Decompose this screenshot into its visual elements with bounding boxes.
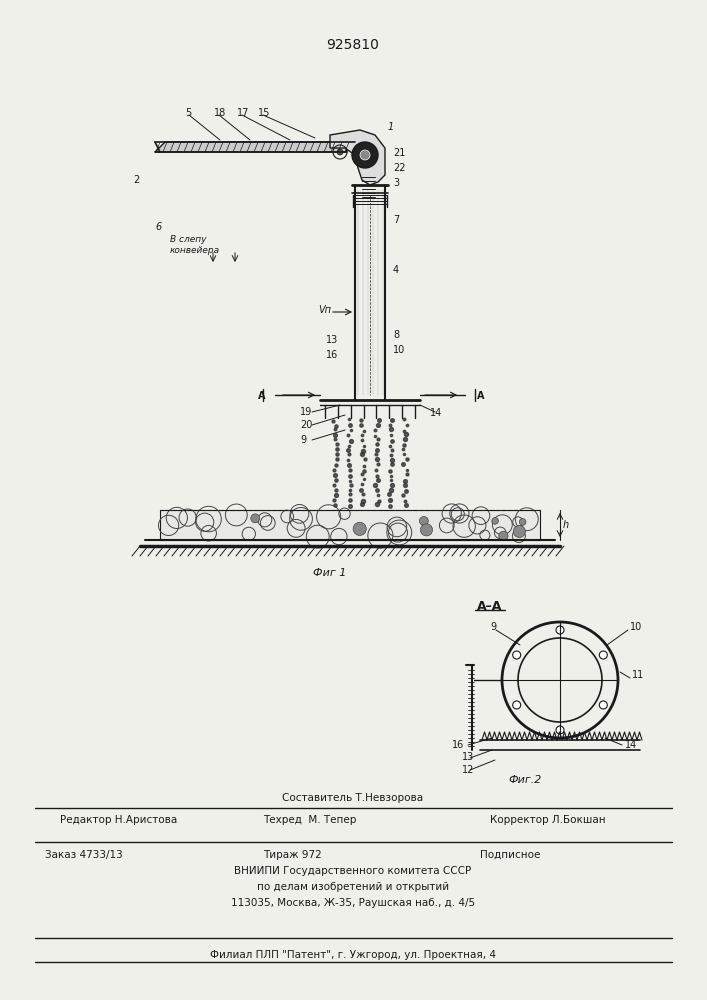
Polygon shape: [155, 142, 355, 152]
Circle shape: [352, 142, 378, 168]
Text: ВНИИПИ Государственного комитета СССР: ВНИИПИ Государственного комитета СССР: [235, 866, 472, 876]
Text: по делам изобретений и открытий: по делам изобретений и открытий: [257, 882, 449, 892]
Text: 19: 19: [300, 407, 312, 417]
Text: Филиал ПЛП "Патент", г. Ужгород, ул. Проектная, 4: Филиал ПЛП "Патент", г. Ужгород, ул. Про…: [210, 950, 496, 960]
Circle shape: [251, 514, 259, 523]
Text: 10: 10: [393, 345, 405, 355]
Text: 13: 13: [326, 335, 338, 345]
Text: A–A: A–A: [477, 600, 503, 613]
Text: 20: 20: [300, 420, 312, 430]
Text: 8: 8: [393, 330, 399, 340]
Circle shape: [354, 522, 366, 535]
Text: конвейера: конвейера: [170, 246, 220, 255]
Text: Техред  М. Тепер: Техред М. Тепер: [263, 815, 356, 825]
Circle shape: [513, 525, 525, 538]
Circle shape: [556, 726, 564, 734]
Text: 9: 9: [300, 435, 306, 445]
Text: 16: 16: [326, 350, 338, 360]
Text: 925810: 925810: [327, 38, 380, 52]
Text: Vп: Vп: [318, 305, 331, 315]
Text: 22: 22: [393, 163, 406, 173]
Text: 17: 17: [237, 108, 250, 118]
Text: 18: 18: [214, 108, 226, 118]
Text: 3: 3: [393, 178, 399, 188]
Text: 15: 15: [258, 108, 270, 118]
Circle shape: [513, 651, 520, 659]
Polygon shape: [160, 510, 540, 540]
Text: Заказ 4733/13: Заказ 4733/13: [45, 850, 123, 860]
Text: 14: 14: [430, 408, 443, 418]
Circle shape: [600, 651, 607, 659]
Text: 113035, Москва, Ж-35, Раушская наб., д. 4/5: 113035, Москва, Ж-35, Раушская наб., д. …: [231, 898, 475, 908]
Text: 5: 5: [185, 108, 192, 118]
Circle shape: [513, 701, 520, 709]
Circle shape: [600, 701, 607, 709]
Text: A: A: [257, 391, 265, 401]
Text: 7: 7: [393, 215, 399, 225]
Text: 2: 2: [133, 175, 139, 185]
Text: Корректор Л.Бокшан: Корректор Л.Бокшан: [490, 815, 606, 825]
Text: 12: 12: [462, 765, 474, 775]
Text: 9: 9: [490, 622, 496, 632]
Text: Фиг 1: Фиг 1: [313, 568, 346, 578]
Text: 13: 13: [462, 752, 474, 762]
Text: h: h: [563, 520, 569, 530]
Text: Тираж 972: Тираж 972: [263, 850, 322, 860]
Polygon shape: [330, 130, 385, 185]
Text: Редактор Н.Аристова: Редактор Н.Аристова: [60, 815, 177, 825]
Text: 6: 6: [155, 222, 161, 232]
Circle shape: [421, 524, 433, 536]
Circle shape: [360, 150, 370, 160]
Text: Фиг.2: Фиг.2: [508, 775, 542, 785]
Circle shape: [337, 149, 343, 155]
Text: Подписное: Подписное: [480, 850, 540, 860]
Text: 1: 1: [388, 122, 395, 132]
Text: 11: 11: [632, 670, 644, 680]
Text: 16: 16: [452, 740, 464, 750]
Text: 4: 4: [393, 265, 399, 275]
Circle shape: [498, 531, 508, 541]
Text: Составитель Т.Невзорова: Составитель Т.Невзорова: [282, 793, 423, 803]
Circle shape: [556, 626, 564, 634]
Circle shape: [492, 518, 498, 524]
Text: В слепу: В слепу: [170, 235, 206, 244]
Text: 21: 21: [393, 148, 405, 158]
Circle shape: [419, 517, 428, 525]
Circle shape: [520, 519, 526, 525]
Text: A: A: [477, 391, 484, 401]
Text: 14: 14: [625, 740, 637, 750]
Text: 10: 10: [630, 622, 642, 632]
